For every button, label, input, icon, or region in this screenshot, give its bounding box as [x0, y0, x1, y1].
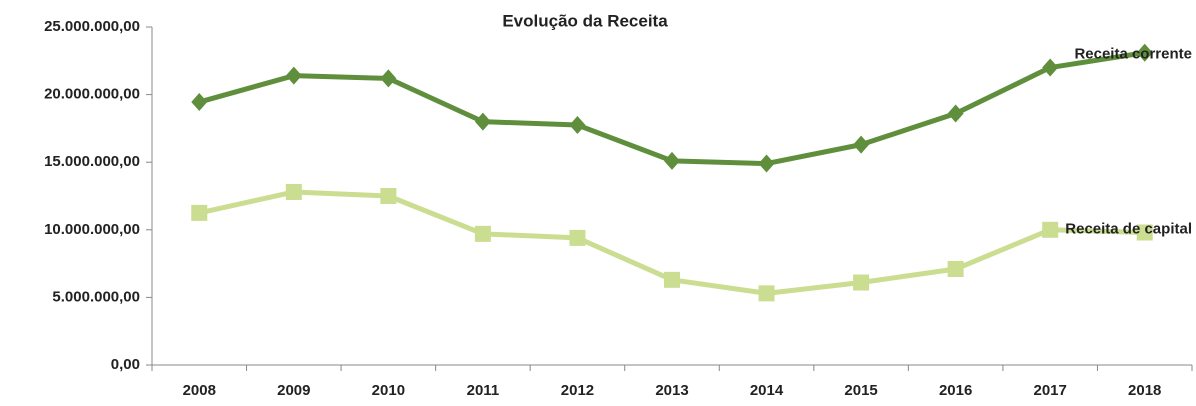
- marker: [853, 274, 870, 291]
- x-tick-label: 2008: [183, 382, 216, 399]
- x-tick-label: 2010: [372, 382, 405, 399]
- marker: [1136, 43, 1153, 62]
- marker: [664, 151, 680, 170]
- x-tick-label: 2012: [561, 382, 594, 399]
- series-line: [198, 50, 1146, 167]
- x-tick-label: 2009: [277, 382, 310, 399]
- marker: [947, 261, 964, 278]
- x-tick-label: 2016: [939, 382, 972, 399]
- marker: [1042, 221, 1059, 238]
- x-tick-label: 2015: [844, 382, 877, 399]
- y-tick-label: 20.000.000,00: [44, 86, 140, 103]
- y-tick-label: 5.000.000,00: [52, 288, 140, 305]
- marker: [664, 271, 680, 288]
- marker: [569, 229, 586, 246]
- chart-title: Evolução da Receita: [502, 11, 668, 30]
- marker: [853, 135, 870, 154]
- marker: [285, 183, 302, 200]
- marker: [380, 69, 397, 88]
- series-label: Receita de capital: [1065, 220, 1192, 237]
- y-tick-label: 25.000.000,00: [44, 18, 140, 35]
- marker: [1136, 224, 1153, 241]
- marker: [285, 66, 302, 85]
- x-tick-label: 2018: [1128, 382, 1161, 399]
- marker: [380, 188, 397, 204]
- marker: [474, 112, 491, 131]
- y-tick-label: 10.000.000,00: [44, 221, 140, 238]
- marker: [569, 116, 586, 135]
- marker: [758, 154, 775, 173]
- x-tick-label: 2014: [750, 382, 784, 399]
- marker: [947, 104, 964, 123]
- marker: [758, 285, 775, 302]
- x-tick-label: 2017: [1033, 382, 1066, 399]
- y-tick-label: 15.000.000,00: [44, 153, 140, 170]
- marker: [474, 225, 491, 242]
- marker: [191, 204, 208, 221]
- x-tick-label: 2011: [467, 382, 500, 399]
- x-tick-label: 2013: [655, 382, 688, 399]
- marker: [1042, 58, 1059, 77]
- y-tick-label: 0,00: [111, 356, 140, 373]
- series-label: Receita corrente: [1074, 46, 1192, 63]
- marker: [191, 93, 208, 112]
